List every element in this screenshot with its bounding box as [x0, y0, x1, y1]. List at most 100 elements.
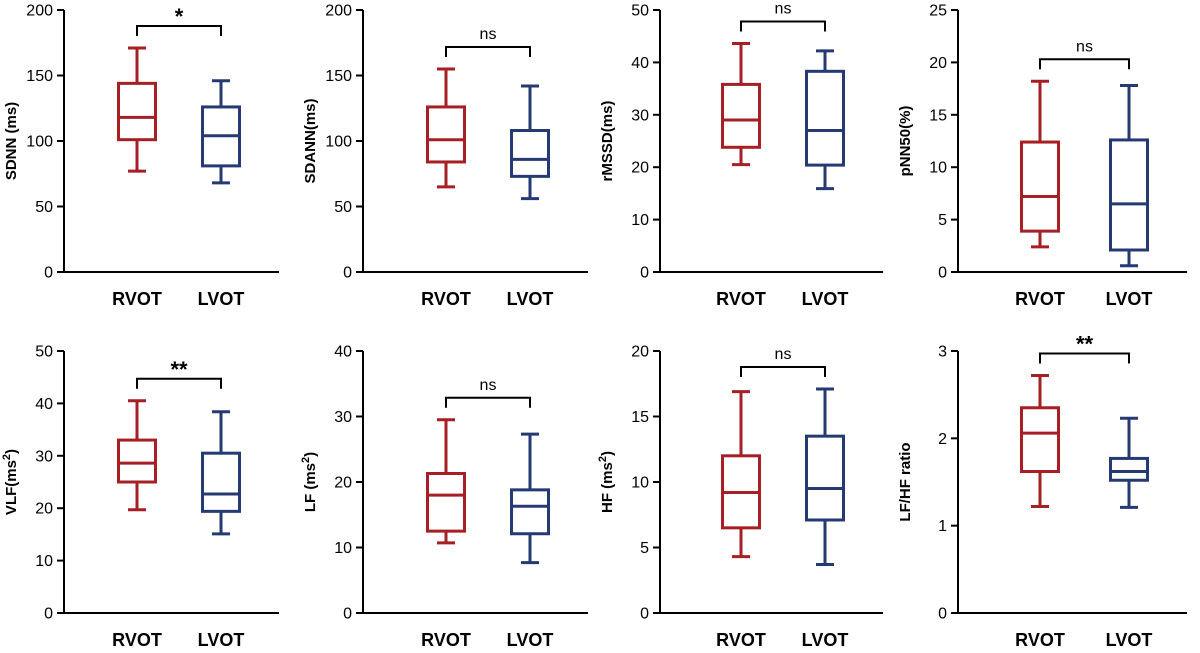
significance-bracket: ** — [136, 357, 222, 389]
y-tick-label: 50 — [35, 344, 53, 361]
y-tick-label: 15 — [631, 409, 649, 426]
y-axis-label: pNN50(%) — [897, 106, 914, 177]
box-iqr — [1020, 140, 1060, 233]
bracket-line — [740, 365, 826, 377]
y-tick-label: 30 — [334, 409, 352, 426]
bracket-line — [445, 45, 531, 57]
y-axis-label-text: VLF(ms — [3, 460, 20, 515]
box-iqr — [510, 488, 550, 536]
y-tick-label: 20 — [631, 344, 649, 361]
x-category-label: RVOT — [112, 630, 162, 648]
x-category-label: RVOT — [1015, 289, 1065, 309]
significance-label: ns — [1076, 38, 1093, 55]
box-rvot — [721, 390, 761, 559]
panel-8: 0 1 2 3 LF/HF ratio RVOT LVOT ** — [897, 331, 1187, 650]
y-tick-label: 0 — [640, 606, 649, 623]
y-tick-label: 0 — [938, 265, 947, 282]
y-tick-label: 15 — [929, 107, 947, 124]
significance-bracket: ** — [1039, 331, 1130, 364]
y-tick-label: 5 — [640, 540, 649, 557]
y-tick-label: 30 — [35, 448, 53, 465]
box-rvot — [426, 67, 466, 189]
x-category-label: RVOT — [1015, 630, 1065, 648]
significance-bracket: ns — [1039, 38, 1130, 70]
box-iqr — [117, 438, 157, 484]
y-tick-label: 3 — [938, 344, 947, 361]
box-lvot — [201, 410, 241, 536]
significance-bracket: ns — [740, 1, 826, 32]
significance-label: ns — [775, 346, 792, 363]
y-tick-label: 40 — [631, 55, 649, 72]
significance-label: ** — [170, 357, 188, 382]
x-category-label: LVOT — [1106, 289, 1153, 309]
significance-label: ns — [480, 377, 497, 394]
box-rvot — [1020, 373, 1060, 508]
box-iqr — [201, 451, 241, 513]
x-category-label: LVOT — [198, 630, 245, 648]
y-axis-label: HF (ms2) — [597, 451, 616, 513]
x-category-label: RVOT — [421, 289, 471, 309]
box-rvot — [426, 418, 466, 545]
bracket-line — [1039, 352, 1130, 364]
y-tick-label: 20 — [929, 55, 947, 72]
box-iqr — [1020, 406, 1060, 474]
y-tick-label: 0 — [343, 606, 352, 623]
y-axis-label-text: HF (ms — [599, 462, 616, 513]
box-iqr — [1109, 138, 1149, 252]
y-tick-label: 0 — [640, 265, 649, 282]
y-tick-label: 200 — [26, 3, 53, 20]
significance-bracket: ns — [740, 346, 826, 377]
y-tick-label: 0 — [938, 606, 947, 623]
y-axis-label-text: LF/HF ratio — [897, 442, 914, 521]
y-tick-label: 200 — [325, 3, 352, 20]
x-category-label: RVOT — [716, 630, 766, 648]
panel-6: 0 10 20 30 40 LF (ms2) RVOT LVOT ns — [300, 344, 588, 650]
box-rvot — [1020, 79, 1060, 249]
bracket-line — [1039, 58, 1130, 70]
y-tick-label: 10 — [929, 160, 947, 177]
y-tick-label: 150 — [325, 68, 352, 85]
y-tick-label: 20 — [334, 475, 352, 492]
panel-1: 0 50 100 150 200 SDNN (ms) RVOT LVOT * — [3, 3, 279, 309]
significance-label: ns — [480, 26, 497, 43]
x-category-label: LVOT — [198, 289, 245, 309]
y-axis-label-superscript: 2 — [597, 456, 609, 462]
y-axis-label: LF/HF ratio — [897, 442, 914, 521]
y-tick-label: 20 — [35, 501, 53, 518]
y-axis-label: rMSSD(ms) — [599, 101, 616, 182]
y-axis-label-text: pNN50(%) — [897, 106, 914, 177]
y-tick-label: 10 — [631, 212, 649, 229]
y-tick-label: 50 — [631, 3, 649, 20]
y-tick-label: 40 — [35, 396, 53, 413]
box-lvot — [1109, 416, 1149, 509]
y-axis-label-superscript: 2 — [1, 454, 13, 460]
x-category-label: RVOT — [421, 630, 471, 648]
box-iqr — [426, 105, 466, 164]
y-axis-label: SDANN(ms) — [302, 98, 319, 183]
box-lvot — [510, 432, 550, 565]
y-tick-label: 100 — [26, 134, 53, 151]
significance-label: * — [175, 4, 184, 29]
x-category-label: LVOT — [802, 630, 849, 648]
box-rvot — [721, 42, 761, 167]
y-tick-label: 1 — [938, 518, 947, 535]
y-tick-label: 10 — [334, 540, 352, 557]
box-iqr — [510, 129, 550, 178]
y-tick-label: 30 — [631, 107, 649, 124]
y-axis-label: VLF(ms2) — [1, 449, 20, 515]
y-axis-label-superscript: 2 — [300, 457, 312, 463]
box-iqr — [721, 82, 761, 149]
y-axis-label-close: ) — [302, 452, 319, 457]
bracket-line — [445, 396, 531, 408]
significance-bracket: ns — [445, 26, 531, 57]
bracket-line — [740, 20, 826, 32]
x-category-label: RVOT — [716, 289, 766, 309]
y-axis-label-text: SDANN(ms) — [302, 98, 319, 183]
panel-2: 0 50 100 150 200 SDANN(ms) RVOT LVOT ns — [302, 3, 588, 309]
panel-3: 0 10 20 30 40 50 rMSSD(ms) RVOT LVOT ns — [599, 1, 883, 309]
y-tick-label: 150 — [26, 68, 53, 85]
box-lvot — [201, 79, 241, 185]
y-tick-label: 25 — [929, 3, 947, 20]
panel-5: 0 10 20 30 40 50 VLF(ms2) RVOT LVOT ** — [1, 344, 279, 650]
